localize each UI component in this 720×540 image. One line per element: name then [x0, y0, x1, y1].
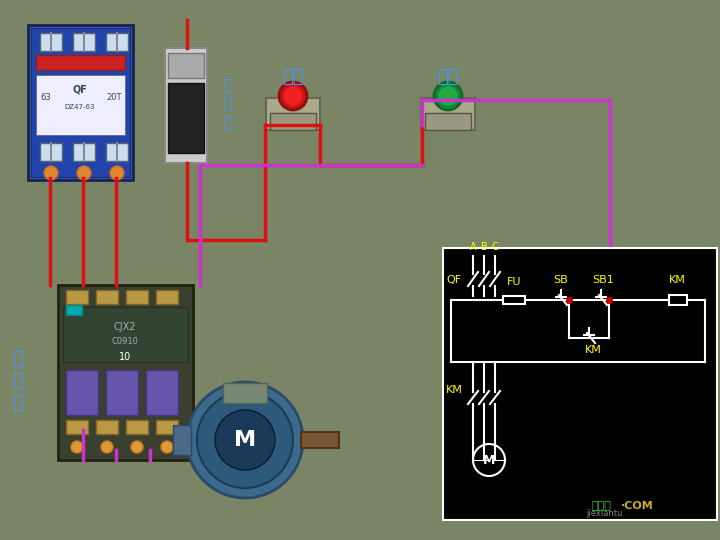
Bar: [156, 420, 178, 434]
Text: 接线图: 接线图: [591, 501, 611, 511]
Text: 63: 63: [40, 92, 51, 102]
Text: ·COM: ·COM: [621, 501, 654, 511]
Circle shape: [131, 441, 143, 453]
Text: 接
触
器: 接 触 器: [12, 350, 23, 413]
Text: 20T: 20T: [107, 92, 122, 102]
Circle shape: [44, 166, 58, 180]
Bar: [106, 370, 138, 415]
Circle shape: [101, 441, 113, 453]
Text: QF: QF: [446, 275, 461, 285]
Text: KM: KM: [446, 385, 463, 395]
Circle shape: [439, 87, 457, 105]
Circle shape: [473, 444, 505, 476]
Bar: [66, 420, 88, 434]
Text: C: C: [492, 242, 498, 252]
Text: C0910: C0910: [112, 338, 138, 347]
Bar: [28, 25, 133, 180]
Bar: [173, 425, 191, 455]
Bar: [106, 33, 128, 51]
Text: 停止: 停止: [282, 68, 304, 86]
Bar: [96, 420, 118, 434]
Text: SB1: SB1: [592, 275, 614, 285]
Bar: [425, 113, 471, 130]
Bar: [301, 432, 339, 448]
Text: FU: FU: [507, 277, 521, 287]
Circle shape: [110, 166, 124, 180]
Bar: [168, 83, 204, 153]
Bar: [266, 98, 320, 130]
Circle shape: [77, 166, 91, 180]
Bar: [36, 55, 125, 70]
Bar: [66, 305, 82, 315]
Bar: [40, 33, 62, 51]
Circle shape: [187, 382, 303, 498]
Circle shape: [71, 441, 83, 453]
Bar: [146, 370, 178, 415]
Text: 启动: 启动: [437, 68, 459, 86]
Circle shape: [215, 410, 275, 470]
Bar: [223, 383, 267, 403]
Text: M: M: [234, 430, 256, 450]
Text: KM: KM: [585, 345, 601, 355]
Text: B: B: [481, 242, 487, 252]
Text: M: M: [483, 454, 495, 467]
Bar: [165, 48, 207, 163]
Bar: [58, 285, 193, 460]
Bar: [156, 290, 178, 304]
Bar: [73, 33, 95, 51]
Circle shape: [284, 87, 302, 105]
Text: QF: QF: [73, 85, 87, 95]
Bar: [96, 290, 118, 304]
Bar: [421, 98, 475, 130]
Text: CJX2: CJX2: [114, 322, 136, 332]
Text: SB: SB: [554, 275, 568, 285]
Circle shape: [161, 441, 173, 453]
Bar: [66, 290, 88, 304]
Bar: [126, 290, 148, 304]
Bar: [31, 28, 130, 177]
Bar: [443, 248, 717, 520]
Bar: [126, 420, 148, 434]
Text: jiexiantu: jiexiantu: [586, 509, 622, 518]
Circle shape: [197, 392, 293, 488]
Bar: [40, 143, 62, 161]
Text: DZ47-63: DZ47-63: [65, 104, 95, 110]
Bar: [63, 307, 188, 362]
Bar: [66, 370, 98, 415]
Text: 10: 10: [119, 352, 131, 362]
Bar: [270, 113, 316, 130]
Text: KM: KM: [669, 275, 685, 285]
Text: 断
路
器: 断 路 器: [223, 78, 233, 130]
Bar: [503, 296, 525, 304]
Circle shape: [279, 82, 307, 110]
Bar: [73, 143, 95, 161]
Bar: [106, 143, 128, 161]
Text: A: A: [469, 242, 477, 252]
Bar: [168, 53, 204, 78]
Bar: [669, 295, 687, 305]
Bar: [36, 75, 125, 135]
Circle shape: [434, 82, 462, 110]
